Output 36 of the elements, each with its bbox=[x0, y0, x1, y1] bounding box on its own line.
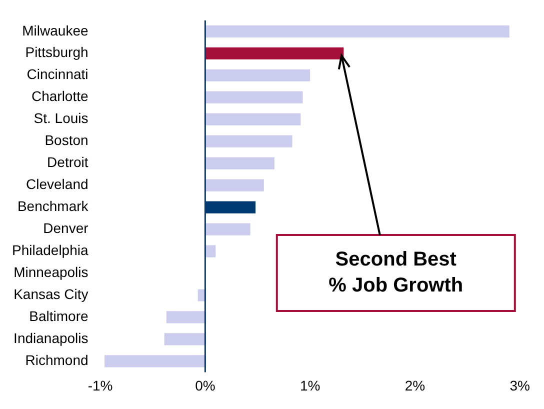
x-tick-label: 1% bbox=[300, 377, 320, 394]
y-tick-label: Detroit bbox=[47, 154, 88, 170]
y-tick-label: St. Louis bbox=[34, 110, 88, 126]
bar bbox=[205, 69, 310, 82]
bar bbox=[164, 333, 206, 346]
y-tick-label: Richmond bbox=[25, 352, 88, 368]
x-tick-label: 3% bbox=[510, 377, 530, 394]
y-tick-label: Philadelphia bbox=[12, 242, 88, 258]
x-tick-label: 0% bbox=[195, 377, 216, 394]
bar bbox=[205, 179, 264, 192]
y-tick-label: Kansas City bbox=[14, 286, 88, 302]
y-tick-label: Cleveland bbox=[26, 176, 88, 192]
x-tick-label: 2% bbox=[404, 377, 426, 394]
y-tick-label: Cincinnati bbox=[26, 66, 88, 82]
y-tick-label: Pittsburgh bbox=[25, 44, 88, 60]
y-tick-label: Benchmark bbox=[17, 198, 90, 214]
y-tick-label: Baltimore bbox=[29, 308, 88, 324]
bar bbox=[205, 157, 274, 170]
y-tick-label: Milwaukee bbox=[22, 22, 88, 38]
bar bbox=[205, 113, 301, 126]
y-tick-label: Charlotte bbox=[31, 88, 88, 104]
bar bbox=[205, 91, 303, 104]
bar bbox=[205, 223, 250, 236]
bar bbox=[198, 289, 206, 302]
x-tick-label: -1% bbox=[88, 377, 113, 394]
bar bbox=[205, 245, 216, 258]
bar bbox=[205, 25, 510, 38]
annotation: Second Best % Job Growth bbox=[328, 248, 464, 297]
bar bbox=[104, 355, 206, 368]
y-tick-label: Minneapolis bbox=[14, 264, 88, 280]
y-tick-label: Boston bbox=[44, 132, 88, 148]
y-tick-label: Indianapolis bbox=[14, 330, 88, 346]
bar bbox=[205, 135, 292, 148]
bar bbox=[166, 311, 206, 324]
y-tick-label: Denver bbox=[43, 220, 89, 236]
bar bbox=[205, 47, 344, 60]
